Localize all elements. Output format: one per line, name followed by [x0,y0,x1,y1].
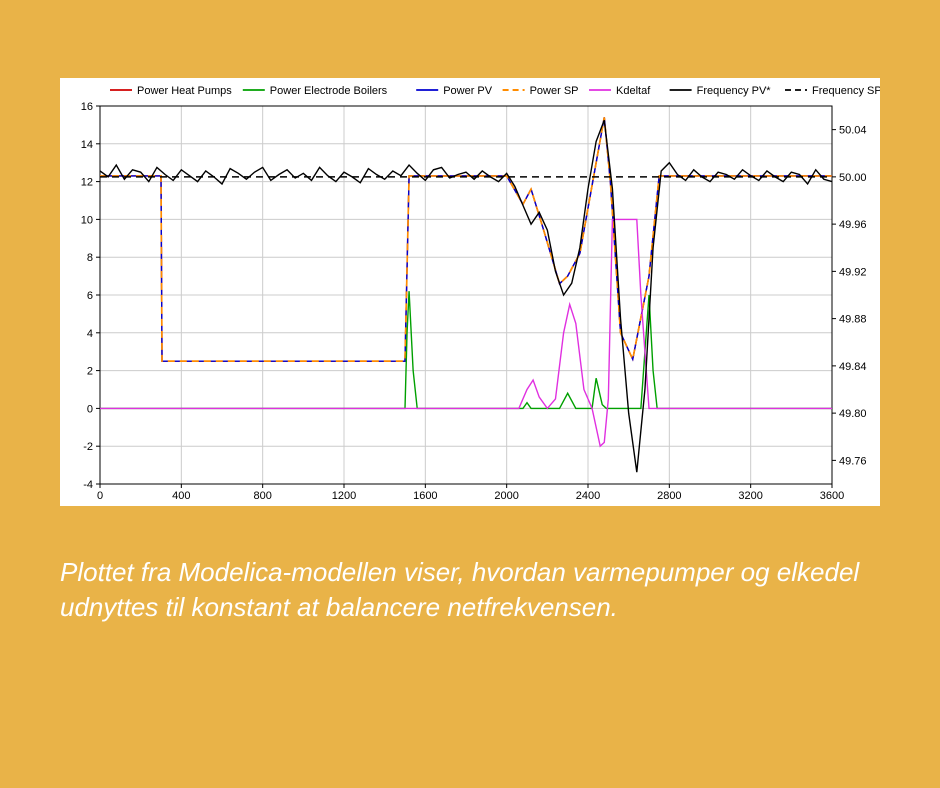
yl-tick-label: 12 [81,177,93,189]
series-power_electrode_boilers [100,291,832,408]
series-power_pv [100,117,832,361]
yr-tick-label: 50.00 [839,172,867,184]
legend-label: Power Electrode Boilers [270,85,388,97]
x-tick-label: 1600 [413,490,437,502]
yl-tick-label: 8 [87,252,93,264]
legend-label: Frequency PV* [697,85,772,97]
x-tick-label: 3200 [738,490,762,502]
x-tick-label: 2000 [494,490,518,502]
x-tick-label: 1200 [332,490,356,502]
yl-tick-label: 2 [87,366,93,378]
yr-tick-label: 50.04 [839,125,867,137]
series-frequency_pv [100,120,832,472]
yr-tick-label: 49.76 [839,455,867,467]
chart-svg: 0 400 800 1200 1600 2000 2400 2800 3200 3600 -4 -2 0… [60,78,880,506]
legend-label: Power Heat Pumps [137,85,232,97]
x-tick-label: 3600 [820,490,844,502]
yl-tick-label: 4 [87,328,93,340]
series-power_sp [100,117,832,361]
x-tick-label: 2400 [576,490,600,502]
legend-label: Power SP [530,85,579,97]
yl-tick-label: -2 [83,441,93,453]
x-tick-label: 400 [172,490,190,502]
x-tick-label: 0 [97,490,103,502]
yl-tick-label: -4 [83,479,93,491]
series-power_heat_pumps [100,117,832,361]
x-tick-label: 2800 [657,490,681,502]
yr-tick-label: 49.92 [839,266,867,278]
yr-tick-label: 49.80 [839,408,867,420]
yl-tick-label: 14 [81,139,93,151]
yr-tick-label: 49.84 [839,361,867,373]
legend-label: Kdeltaf [616,85,651,97]
yl-tick-label: 10 [81,214,93,226]
yl-tick-label: 6 [87,290,93,302]
yr-tick-label: 49.96 [839,219,867,231]
legend-label: Frequency SP* [812,85,880,97]
x-tick-label: 800 [253,490,271,502]
legend-label: Power PV [443,85,493,97]
chart-panel: 0 400 800 1200 1600 2000 2400 2800 3200 3600 -4 -2 0… [60,78,880,506]
yl-tick-label: 16 [81,101,93,113]
chart-caption: Plottet fra Modelica-modellen viser, hvo… [60,555,880,625]
yl-tick-label: 0 [87,403,93,415]
yr-tick-label: 49.88 [839,314,867,326]
page-frame: 0 400 800 1200 1600 2000 2400 2800 3200 3600 -4 -2 0… [0,0,940,788]
